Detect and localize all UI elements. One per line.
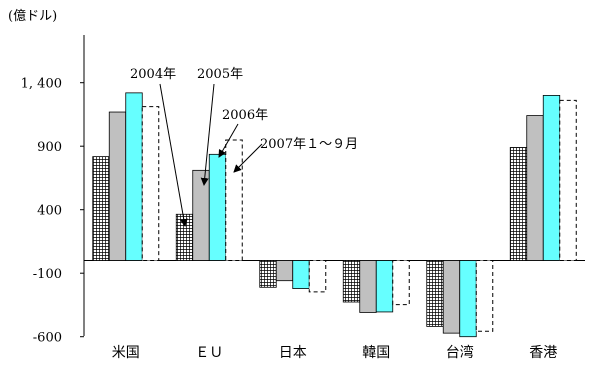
annotation-2005: 2005年 — [197, 67, 243, 82]
annotation-2005-arrow — [200, 83, 215, 186]
annotation-2007: 2007年１～９月 — [260, 137, 358, 152]
bar-1-series-1 — [192, 169, 210, 261]
bar-0-series-0 — [92, 156, 110, 261]
y-tick-label: -100 — [33, 267, 62, 282]
category-label: 韓国 — [362, 345, 390, 361]
bar-0-series-1 — [108, 111, 127, 261]
category-label: 日本 — [279, 345, 307, 361]
bar-4-series-3 — [475, 260, 494, 332]
annotation-2007-arrow — [233, 143, 263, 173]
bar-5-series-2 — [542, 95, 561, 261]
bar-group — [92, 92, 577, 338]
category-label: 香港 — [529, 345, 557, 361]
bar-3-series-2 — [375, 260, 394, 313]
bar-2-series-2 — [292, 260, 310, 289]
category-label: 台湾 — [446, 344, 474, 361]
bar-4-series-0 — [426, 260, 444, 327]
bar-2-series-3 — [308, 260, 327, 293]
category-label: 米国 — [112, 345, 140, 361]
bar-5-series-3 — [559, 99, 577, 261]
bar-1-series-3 — [225, 139, 243, 262]
bar-3-series-3 — [392, 260, 410, 306]
bar-3-series-1 — [359, 260, 377, 313]
bar-0-series-3 — [141, 106, 160, 261]
annotation-2006: 2006年 — [222, 108, 268, 123]
y-tick-label: 900 — [37, 140, 62, 155]
y-unit-label: (億ドル) — [8, 8, 57, 24]
bar-3-series-0 — [342, 260, 361, 303]
y-tick-label: -600 — [33, 331, 62, 346]
y-tick-label: 1, 400 — [21, 77, 62, 92]
bar-0-series-2 — [125, 92, 143, 261]
annotation-2004-arrow — [159, 83, 188, 227]
series-annotations: 2004年 2005年 2006年 2007年１～９月 — [130, 67, 358, 227]
bar-2-series-1 — [275, 260, 294, 282]
y-tick-label: 400 — [37, 204, 62, 219]
category-label: ＥＵ — [195, 345, 223, 361]
bar-4-series-2 — [459, 260, 477, 338]
y-tick-group: -600 -100 400 900 1, 400 — [21, 77, 84, 346]
bar-5-series-1 — [526, 115, 544, 261]
bar-4-series-1 — [442, 260, 461, 334]
category-label-group: 米国 ＥＵ 日本 韓国 台湾 香港 — [112, 344, 558, 361]
bar-5-series-0 — [509, 147, 528, 261]
bar-2-series-0 — [259, 260, 277, 288]
annotation-2006-arrow — [218, 123, 239, 158]
annotation-2004: 2004年 — [130, 67, 176, 82]
bar-1-series-2 — [208, 153, 227, 261]
